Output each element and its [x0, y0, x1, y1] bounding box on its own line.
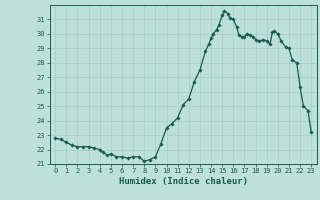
- X-axis label: Humidex (Indice chaleur): Humidex (Indice chaleur): [119, 177, 248, 186]
